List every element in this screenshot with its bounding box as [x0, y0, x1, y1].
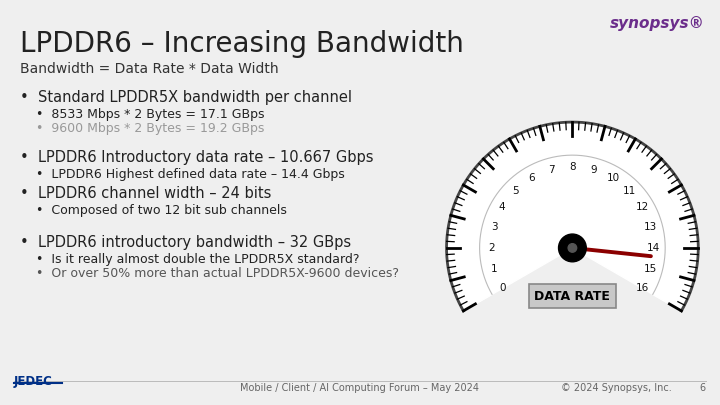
Text: •  LPDDR6 channel width – 24 bits: • LPDDR6 channel width – 24 bits	[20, 186, 271, 201]
Text: synopsys®: synopsys®	[610, 16, 705, 31]
Text: 7: 7	[548, 164, 554, 175]
Text: 14: 14	[647, 243, 660, 253]
Text: © 2024 Synopsys, Inc.: © 2024 Synopsys, Inc.	[562, 383, 672, 393]
Circle shape	[559, 234, 586, 262]
Text: 6: 6	[700, 383, 706, 393]
Text: 9: 9	[590, 164, 597, 175]
Text: •  9600 Mbps * 2 Bytes = 19.2 GBps: • 9600 Mbps * 2 Bytes = 19.2 GBps	[36, 122, 264, 135]
Text: 8: 8	[569, 162, 576, 172]
Text: Mobile / Client / AI Computing Forum – May 2024: Mobile / Client / AI Computing Forum – M…	[240, 383, 480, 393]
Text: 5: 5	[512, 185, 518, 196]
Text: Bandwidth = Data Rate * Data Width: Bandwidth = Data Rate * Data Width	[20, 62, 279, 76]
Text: 16: 16	[636, 284, 649, 294]
Text: 0: 0	[499, 284, 505, 294]
Text: •  Composed of two 12 bit sub channels: • Composed of two 12 bit sub channels	[36, 204, 287, 217]
Text: 3: 3	[491, 222, 498, 232]
Text: 6: 6	[528, 173, 535, 183]
Text: •  LPDDR6 Introductory data rate – 10.667 Gbps: • LPDDR6 Introductory data rate – 10.667…	[20, 150, 374, 165]
Polygon shape	[446, 122, 698, 311]
Text: 12: 12	[636, 202, 649, 212]
FancyBboxPatch shape	[528, 284, 616, 308]
Wedge shape	[446, 122, 698, 311]
Text: •  LPDDR6 introductory bandwidth – 32 GBps: • LPDDR6 introductory bandwidth – 32 GBp…	[20, 235, 351, 250]
Text: 1: 1	[491, 264, 498, 274]
Text: •  Standard LPDDR5X bandwidth per channel: • Standard LPDDR5X bandwidth per channel	[20, 90, 352, 105]
Text: JEDEC: JEDEC	[14, 375, 53, 388]
Circle shape	[568, 244, 577, 252]
Text: DATA RATE: DATA RATE	[534, 290, 611, 303]
Text: 10: 10	[606, 173, 619, 183]
Text: •  LPDDR6 Highest defined data rate – 14.4 Gbps: • LPDDR6 Highest defined data rate – 14.…	[36, 168, 345, 181]
Text: 11: 11	[623, 185, 636, 196]
Text: 2: 2	[488, 243, 495, 253]
Text: 4: 4	[499, 202, 505, 212]
Text: •  Is it really almost double the LPDDR5X standard?: • Is it really almost double the LPDDR5X…	[36, 253, 359, 266]
Text: •  Or over 50% more than actual LPDDR5X-9600 devices?: • Or over 50% more than actual LPDDR5X-9…	[36, 267, 399, 280]
Text: LPDDR6 – Increasing Bandwidth: LPDDR6 – Increasing Bandwidth	[20, 30, 464, 58]
Text: •  8533 Mbps * 2 Bytes = 17.1 GBps: • 8533 Mbps * 2 Bytes = 17.1 GBps	[36, 108, 264, 121]
Text: 15: 15	[644, 264, 657, 274]
Text: 13: 13	[644, 222, 657, 232]
